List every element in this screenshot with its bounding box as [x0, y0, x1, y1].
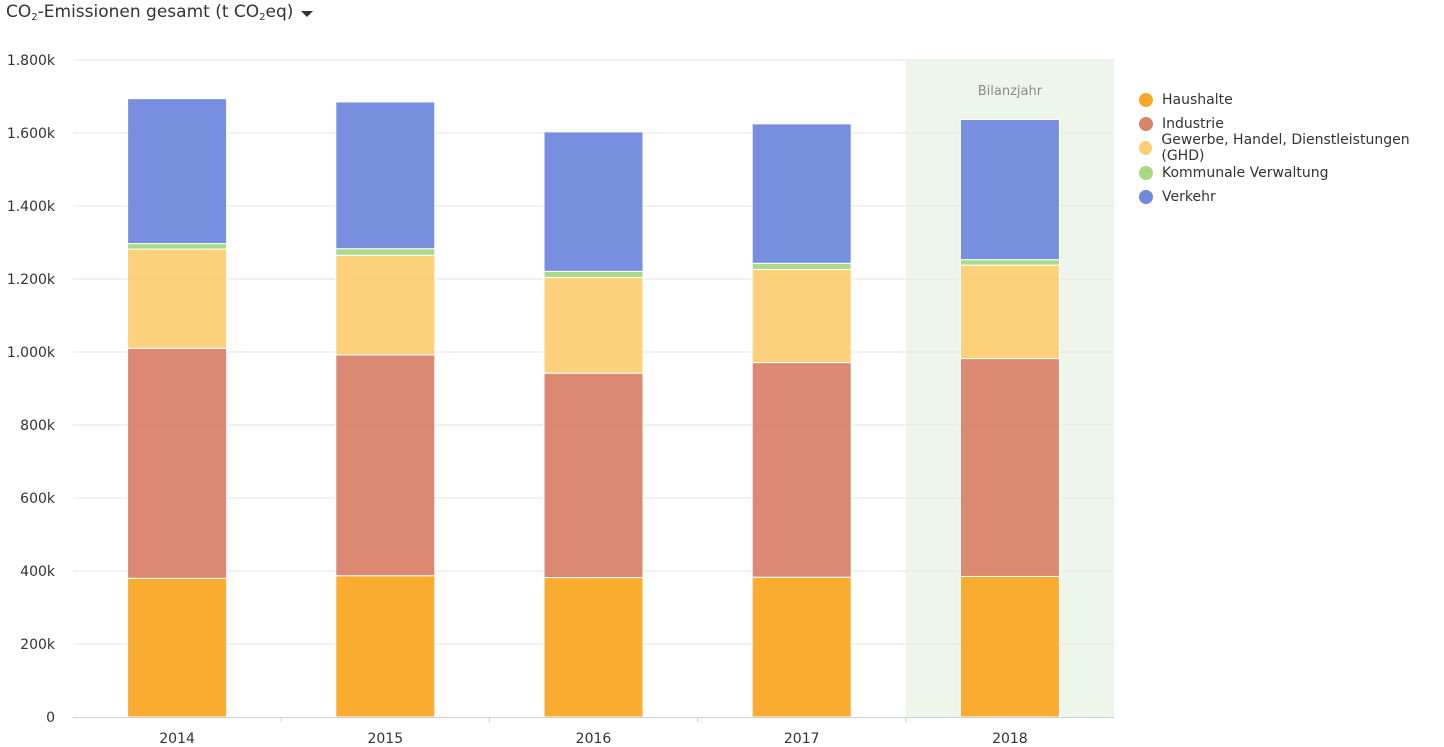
bar-segment[interactable]	[543, 577, 644, 718]
x-tick-label: 2016	[576, 731, 612, 747]
x-tick-label: 2014	[159, 731, 195, 747]
y-tick-label: 600k	[20, 491, 56, 507]
y-tick-label: 400k	[20, 564, 56, 580]
bar-segment[interactable]	[751, 362, 852, 578]
x-tick-label: 2018	[992, 731, 1028, 747]
legend-marker	[1139, 189, 1153, 204]
bar-segment[interactable]	[335, 248, 436, 256]
legend-item[interactable]: Kommunale Verwaltung	[1139, 161, 1444, 185]
legend: Haushalte Industrie Gewerbe, Handel, Diens…	[1139, 88, 1444, 209]
legend-label: Kommunale Verwaltung	[1162, 164, 1329, 181]
x-tick-label: 2015	[367, 731, 403, 747]
y-tick-label: 1.000k	[7, 345, 56, 361]
bar-segment[interactable]	[127, 248, 228, 349]
legend-label: Haushalte	[1162, 92, 1233, 109]
bar-segment[interactable]	[751, 269, 852, 364]
legend-label: Industrie	[1162, 116, 1224, 133]
bar-segment[interactable]	[127, 98, 228, 245]
bar-segment[interactable]	[543, 277, 644, 374]
bar-segment[interactable]	[959, 358, 1060, 577]
bar-segment[interactable]	[751, 262, 852, 271]
y-tick-label: 1.200k	[7, 272, 56, 288]
bar-segment[interactable]	[959, 264, 1060, 360]
legend-marker	[1139, 93, 1153, 108]
bar-segment[interactable]	[127, 577, 228, 718]
legend-marker	[1139, 165, 1153, 180]
legend-marker	[1139, 141, 1153, 156]
legend-label: Verkehr	[1162, 188, 1216, 205]
legend-marker	[1139, 117, 1153, 132]
bar-segment[interactable]	[127, 347, 228, 579]
y-tick-label: 200k	[20, 637, 56, 653]
bar-segment[interactable]	[335, 354, 436, 577]
bar-segment[interactable]	[751, 123, 852, 264]
chart-title: CO2-Emissionen gesamt (t CO2eq)	[6, 2, 294, 23]
y-tick-label: 1.800k	[7, 53, 56, 69]
legend-label: Gewerbe, Handel, Dienstleistungen (GHD)	[1161, 132, 1410, 165]
bar-segment[interactable]	[335, 254, 436, 356]
bar-segment[interactable]	[959, 259, 1060, 266]
x-tick-label: 2017	[784, 731, 820, 747]
bar-segment[interactable]	[959, 118, 1060, 261]
y-tick-label: 1.600k	[7, 126, 56, 142]
y-tick-label: 1.400k	[7, 199, 56, 215]
bar-segment[interactable]	[751, 576, 852, 718]
legend-item[interactable]: Haushalte	[1139, 88, 1444, 112]
legend-item[interactable]: Gewerbe, Handel, Dienstleistungen (GHD)	[1139, 132, 1444, 164]
highlight-label: Bilanzjahr	[978, 84, 1043, 99]
bar-segment[interactable]	[127, 243, 228, 250]
bar-segment[interactable]	[335, 575, 436, 718]
y-tick-label: 800k	[20, 418, 56, 434]
chart-title-dropdown[interactable]: CO2-Emissionen gesamt (t CO2eq)	[6, 2, 314, 23]
chevron-down-icon[interactable]	[301, 11, 314, 17]
legend-item[interactable]: Industrie	[1139, 112, 1444, 136]
y-tick-label: 0	[46, 710, 55, 726]
bar-segment[interactable]	[543, 270, 644, 279]
bar-segment[interactable]	[543, 372, 644, 579]
legend-item[interactable]: Verkehr	[1139, 185, 1444, 209]
bar-segment[interactable]	[959, 575, 1060, 718]
bar-segment[interactable]	[543, 131, 644, 272]
bar-segment[interactable]	[335, 101, 436, 250]
